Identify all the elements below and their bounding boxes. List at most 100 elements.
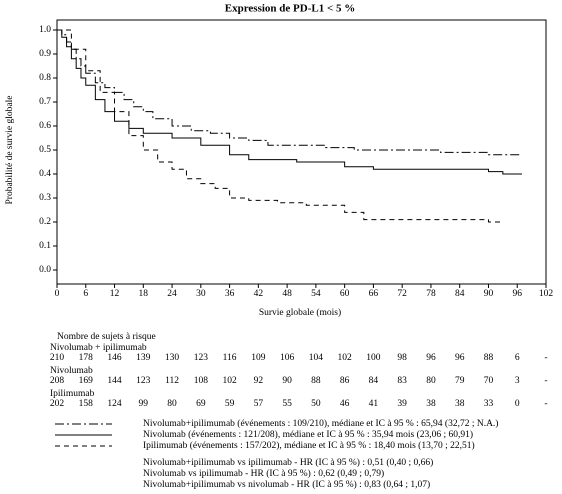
x-tick-label: 78 [426,289,436,299]
x-tick-label: 96 [512,289,522,299]
risk-count: 88 [484,353,494,363]
risk-count: 208 [50,376,65,386]
risk-count: 39 [397,399,407,409]
risk-group-label: Nivolumab + ipilimumab [50,343,147,353]
risk-count: 83 [397,376,407,386]
risk-count: 90 [282,376,292,386]
x-tick-label: 42 [254,289,264,299]
y-tick-label: 0.9 [39,49,51,59]
risk-count: 112 [165,376,179,386]
risk-count: 123 [194,353,209,363]
x-tick-label: 12 [110,289,120,299]
risk-count: 6 [515,353,520,363]
x-axis-label: Survie globale (mois) [259,307,341,318]
risk-count: 38 [455,399,465,409]
risk-count: 144 [107,376,122,386]
risk-count: 169 [79,376,94,386]
risk-count: 102 [222,376,237,386]
y-tick-label: 0.2 [39,217,51,227]
risk-count: 33 [484,399,494,409]
risk-count: 96 [455,353,465,363]
x-tick-label: 36 [225,289,235,299]
risk-count: 86 [340,376,350,386]
y-tick-label: 0.1 [39,241,51,251]
survival-curve [57,29,503,223]
y-tick-label: 0.6 [39,121,51,131]
x-tick-label: 54 [311,289,321,299]
risk-count: 0 [515,399,520,409]
risk-count: 55 [282,399,292,409]
risk-count: 96 [426,353,436,363]
risk-count: 69 [196,399,206,409]
y-tick-label: 0.8 [39,73,51,83]
x-tick-label: 24 [167,289,177,299]
y-tick-label: 0.5 [39,145,51,155]
x-tick-label: 84 [455,289,465,299]
risk-count: 57 [254,399,264,409]
risk-count: 80 [167,399,177,409]
risk-count: 139 [136,353,151,363]
risk-count: 99 [139,399,149,409]
risk-count: 102 [338,353,353,363]
x-tick-label: 30 [196,289,206,299]
risk-count: 210 [50,353,65,363]
risk-count: 146 [107,353,122,363]
risk-count: 109 [251,353,266,363]
hazard-ratio: Nivolumab+ipilimumab vs nivolumab - HR (… [143,479,430,490]
y-tick-label: 0.3 [39,193,51,203]
risk-count: 88 [311,376,321,386]
y-tick-label: 0.4 [39,169,51,179]
survival-curve [57,29,523,175]
y-tick-label: 0.0 [39,265,51,275]
risk-group-label: Ipilimumab [50,389,95,399]
risk-count: - [544,399,547,409]
risk-count: 130 [165,353,180,363]
risk-count: 124 [107,399,122,409]
hazard-ratio: Nivolumab vs ipilimumab - HR (IC à 95 %)… [143,468,384,479]
risk-count: 178 [79,353,94,363]
chart-title: Expression de PD-L1 < 5 % [225,3,355,15]
legend-label: Nivolumab (événements : 121/208), médian… [143,429,473,440]
x-tick-label: 0 [55,289,60,299]
x-tick-label: 66 [369,289,379,299]
risk-count: 41 [369,399,379,409]
risk-count: 106 [280,353,295,363]
risk-count: 79 [455,376,465,386]
y-tick-label: 1.0 [39,25,51,35]
x-tick-label: 6 [83,289,88,299]
risk-count: 158 [79,399,94,409]
legend-label: Ipilimumab (événements : 157/202), média… [143,440,475,451]
risk-count: 100 [366,353,381,363]
risk-count: 108 [194,376,209,386]
risk-count: 202 [50,399,65,409]
x-tick-label: 90 [484,289,494,299]
risk-count: 92 [254,376,264,386]
risk-count: 38 [426,399,436,409]
x-tick-label: 18 [139,289,149,299]
risk-count: 84 [369,376,379,386]
risk-count: 59 [225,399,235,409]
risk-count: 3 [515,376,520,386]
risk-count: 80 [426,376,436,386]
y-tick-label: 0.7 [39,97,51,107]
x-tick-label: 60 [340,289,350,299]
risk-count: 46 [340,399,350,409]
risk-count: 50 [311,399,321,409]
risk-count: 123 [136,376,151,386]
legend-label: Nivolumab+ipilimumab (événements : 109/2… [143,418,498,429]
risk-count: 116 [223,353,237,363]
y-axis-label: Probabilité de survie globale [5,96,15,205]
survival-curve [57,29,523,156]
risk-group-label: Nivolumab [50,366,93,376]
risk-count: 104 [309,353,324,363]
x-tick-label: 48 [282,289,292,299]
risk-count: - [544,353,547,363]
risk-count: 98 [397,353,407,363]
x-tick-label: 72 [397,289,407,299]
risk-count: 70 [484,376,494,386]
risk-table-title: Nombre de sujets à risque [57,332,156,342]
hazard-ratio: Nivolumab+ipilimumab vs ipilimumab - HR … [143,457,433,468]
x-tick-label: 102 [539,289,554,299]
plot-frame [56,19,547,285]
